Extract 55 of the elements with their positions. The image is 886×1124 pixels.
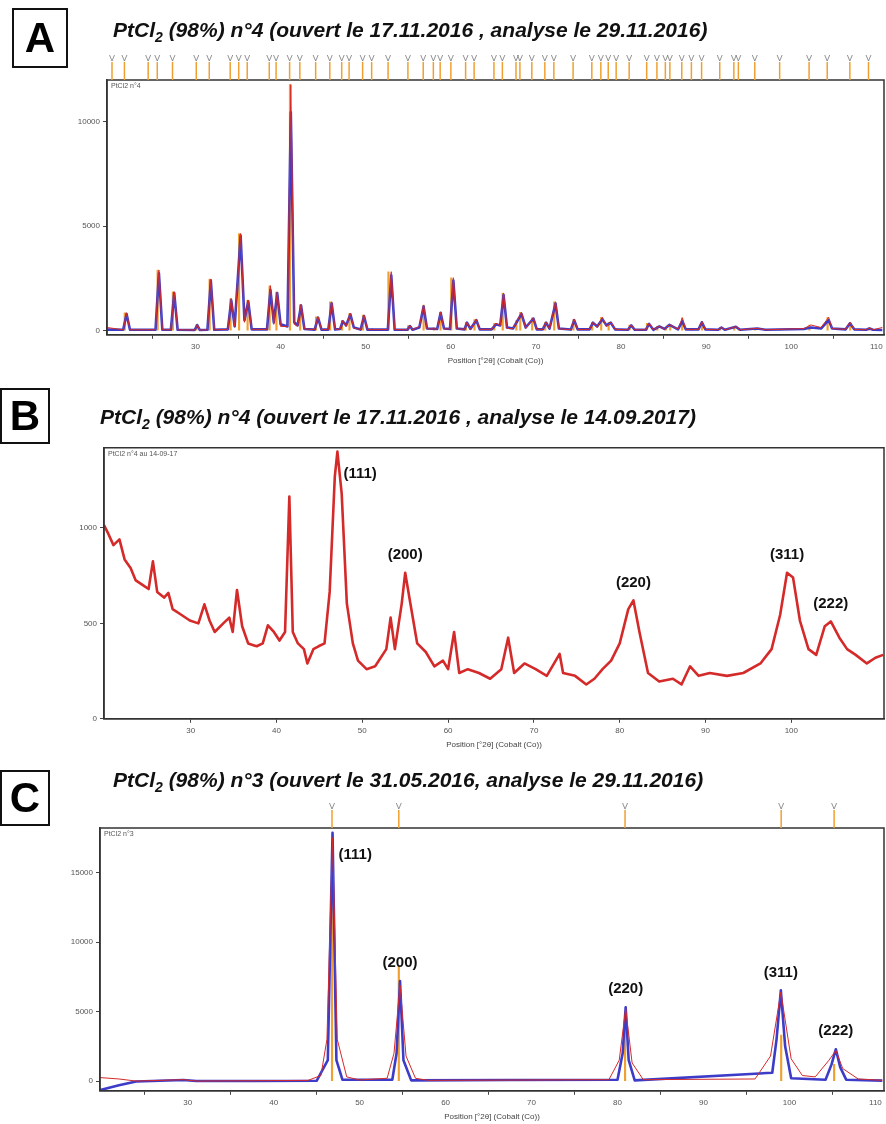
text: C: [0, 770, 50, 826]
y-tick-label: 15000: [70, 867, 94, 877]
x-tick-label: 60: [441, 1097, 451, 1107]
x-tick-label: 110: [869, 1097, 883, 1107]
x-tick-label: 70: [531, 341, 541, 351]
x-tick-label: 50: [361, 341, 371, 351]
y-tick-label: 1000: [79, 523, 98, 533]
x-tick-label: 80: [615, 725, 625, 735]
x-tick-label: 60: [443, 725, 454, 735]
x-tick-label: 40: [269, 1097, 279, 1107]
x-tick-label: 100: [784, 341, 799, 351]
y-tick-label: 0: [88, 1076, 94, 1086]
x-tick-label: 90: [699, 1097, 709, 1107]
x-tick-label: 100: [784, 725, 799, 735]
x-tick-label: 90: [701, 725, 711, 735]
x-tick-label: 30: [183, 1097, 193, 1107]
x-tick-label: 40: [272, 725, 282, 735]
x-axis-title: Position [°2θ] (Cobalt (Co)): [444, 1112, 541, 1122]
y-tick-label: 10000: [70, 937, 94, 947]
y-tick-label: 5000: [82, 221, 101, 231]
x-tick-label: 50: [355, 1097, 365, 1107]
x-tick-label: 110: [869, 341, 884, 351]
chart-title: PtCl$_{2}$ (98%) n°4 (ouvert le 17.11.2016 , analyse le 29.11.2016): [113, 18, 708, 46]
annotation: (220): [615, 572, 651, 590]
annotation: (311): [763, 962, 798, 980]
y-tick-label: 10000: [77, 116, 101, 126]
annotation: (220): [608, 979, 644, 997]
y-tick-label: 5000: [75, 1006, 94, 1016]
text: A: [12, 8, 68, 68]
annotation: (222): [813, 593, 849, 611]
text: B: [0, 388, 50, 444]
x-tick-label: 80: [613, 1097, 623, 1107]
chart-title: PtCl$_{2}$ (98%) n°3 (ouvert le 31.05.2016, analyse le 29.11.2016): [113, 768, 704, 796]
x-tick-label: 90: [701, 341, 712, 351]
x-tick-label: 30: [186, 725, 196, 735]
x-axis-title: Position [°2θ] (Cobalt (Co)): [446, 740, 543, 750]
x-tick-label: 60: [446, 341, 456, 351]
x-tick-label: 80: [616, 341, 627, 351]
x-tick-label: 40: [276, 341, 286, 351]
x-tick-label: 70: [527, 1097, 537, 1107]
annotation: (222): [818, 1021, 854, 1039]
annotation: (200): [382, 953, 418, 971]
x-axis-title: Position [°2θ] (Cobalt (Co)): [447, 356, 544, 366]
annotation: (200): [387, 544, 423, 562]
annotation: (311): [769, 544, 805, 562]
annotation: (111): [343, 463, 377, 481]
y-tick-label: 0: [95, 325, 101, 335]
y-tick-label: 500: [83, 618, 98, 628]
chart-title: PtCl$_{2}$ (98%) n°4 (ouvert le 17.11.2016 , analyse le 14.09.2017): [100, 405, 696, 433]
x-tick-label: 30: [191, 341, 201, 351]
y-tick-label: 0: [92, 714, 98, 723]
x-tick-label: 50: [357, 725, 368, 735]
x-tick-label: 70: [529, 725, 539, 735]
x-tick-label: 100: [782, 1097, 797, 1107]
annotation: (111): [338, 844, 372, 862]
